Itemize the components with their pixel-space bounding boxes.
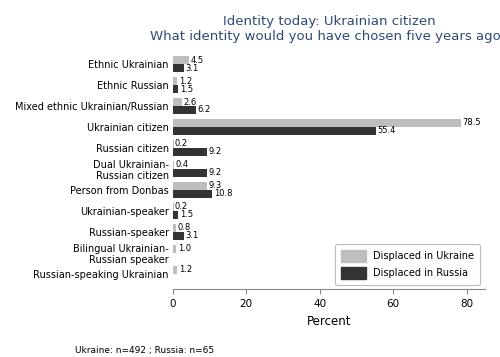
Text: 1.2: 1.2 (178, 76, 192, 86)
Text: 0.8: 0.8 (177, 223, 190, 232)
Bar (173, 148, 206, 156)
Text: 9.2: 9.2 (208, 169, 221, 177)
Bar (173, 140, 174, 148)
Text: 9.2: 9.2 (208, 147, 221, 156)
Bar (173, 161, 174, 169)
Bar (173, 203, 174, 211)
Text: Ukraine: n=492 ; Russia: n=65: Ukraine: n=492 ; Russia: n=65 (75, 346, 214, 356)
Text: 0.4: 0.4 (176, 160, 189, 170)
Text: 6.2: 6.2 (197, 105, 210, 115)
Text: 4.5: 4.5 (191, 56, 204, 65)
Text: 10.8: 10.8 (214, 189, 233, 198)
Text: 3.1: 3.1 (186, 64, 199, 72)
Text: 0.2: 0.2 (175, 140, 188, 149)
Title: Identity today: Ukrainian citizen
What identity would you have chosen five years: Identity today: Ukrainian citizen What i… (150, 15, 500, 43)
Bar (173, 106, 196, 114)
Text: 0.2: 0.2 (175, 202, 188, 211)
Bar (173, 127, 376, 135)
Bar (173, 169, 206, 177)
Text: 78.5: 78.5 (462, 119, 481, 127)
Bar (173, 77, 177, 85)
Text: 1.0: 1.0 (178, 244, 191, 253)
Bar (173, 224, 176, 232)
Bar (173, 56, 190, 64)
Legend: Displaced in Ukraine, Displaced in Russia: Displaced in Ukraine, Displaced in Russi… (336, 244, 480, 285)
Bar (173, 232, 184, 240)
Text: 1.2: 1.2 (178, 265, 192, 274)
Bar (173, 64, 184, 72)
Text: 2.6: 2.6 (184, 97, 197, 106)
X-axis label: Percent: Percent (306, 315, 351, 328)
Text: 1.5: 1.5 (180, 210, 193, 219)
Text: 55.4: 55.4 (378, 126, 396, 135)
Bar (173, 98, 182, 106)
Text: 1.5: 1.5 (180, 85, 193, 94)
Bar (173, 245, 176, 253)
Bar (173, 182, 207, 190)
Bar (173, 119, 461, 127)
Text: 9.3: 9.3 (208, 181, 222, 190)
Text: 3.1: 3.1 (186, 231, 199, 240)
Bar (173, 266, 177, 274)
Bar (173, 85, 178, 93)
Bar (173, 211, 178, 219)
Bar (173, 190, 212, 198)
